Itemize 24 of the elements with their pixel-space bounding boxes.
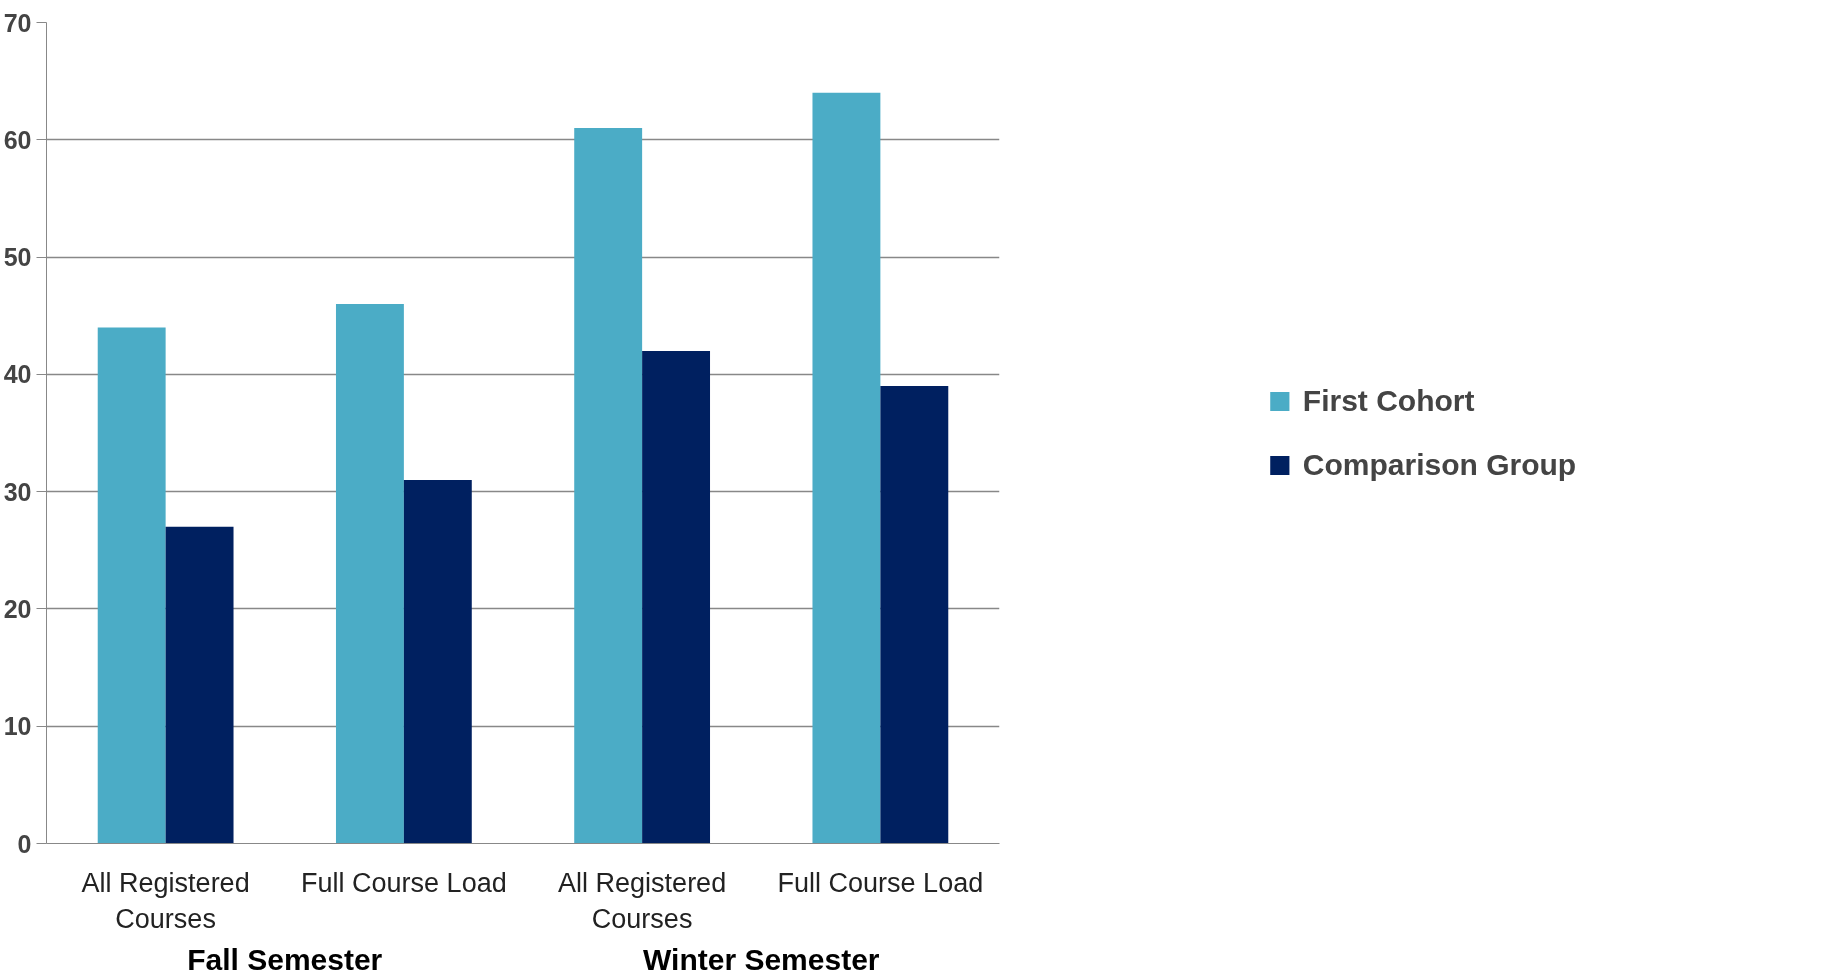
y-tick-label: 40 (3, 360, 32, 389)
y-tick-label: 0 (17, 829, 32, 858)
text: Winter Semester (643, 942, 880, 976)
bar (642, 350, 711, 844)
y-tick-label: 70 (3, 8, 32, 37)
y-tick-label: 30 (3, 477, 32, 506)
y-tick-label: 20 (3, 594, 32, 623)
bar (335, 303, 404, 844)
y-tick-label: 60 (3, 125, 32, 154)
y-tick-label: 50 (3, 243, 32, 272)
bar (812, 92, 881, 844)
legend-label: First Cohort (1302, 383, 1475, 418)
x-tick-label: Full Course Load (777, 867, 984, 898)
bar (880, 386, 949, 844)
y-tick-label: 10 (3, 712, 32, 741)
x-tick-label: All Registered Courses (81, 867, 250, 934)
text: Fall Semester (187, 942, 383, 976)
bar (97, 327, 166, 844)
legend-label: Comparison Group (1302, 447, 1577, 482)
x-tick-label: All Registered Courses (558, 867, 727, 934)
x-tick-label: Full Course Load (301, 867, 507, 898)
bar (403, 479, 472, 844)
bar (165, 526, 234, 844)
bar (574, 128, 643, 844)
